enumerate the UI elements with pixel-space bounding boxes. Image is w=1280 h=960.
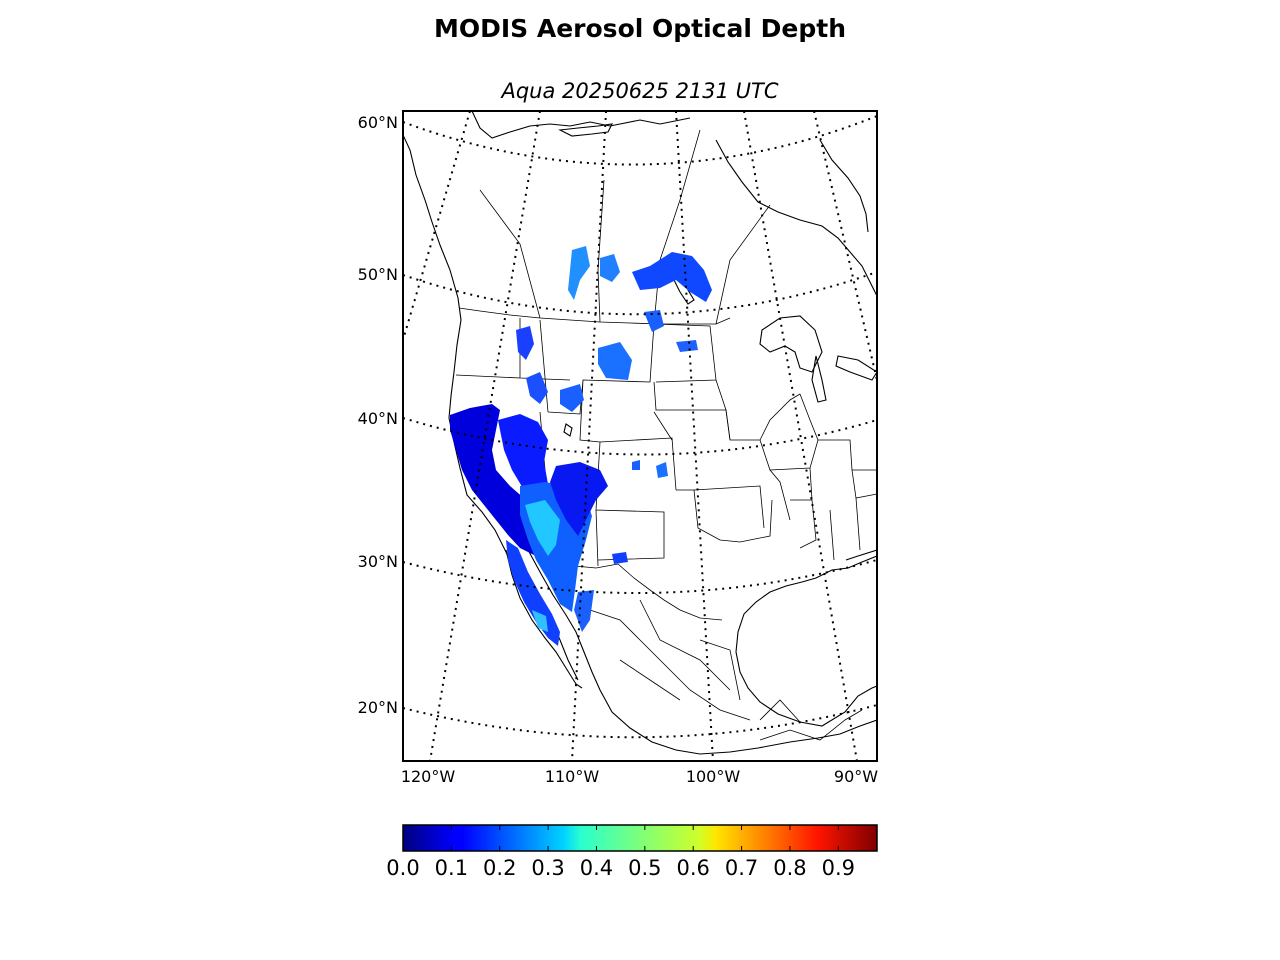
- lake-michigan: [811, 355, 827, 403]
- aod-arizona-light: [525, 500, 560, 556]
- gulf-of-california-coast: [526, 547, 877, 755]
- lat-label-40n: 40°N: [357, 409, 398, 428]
- gulf-of-mexico-coast: [735, 555, 877, 727]
- aod-north-dakota: [676, 340, 698, 352]
- colorbar: [402, 824, 878, 852]
- aod-northern-rockies: [516, 326, 534, 360]
- baja-peninsula-coast: [505, 549, 583, 689]
- political-borders: [455, 129, 877, 741]
- lon-label-100w: 100°W: [685, 767, 741, 786]
- colorbar-tick-label: 0.7: [724, 856, 759, 880]
- hudson-bay-east: [819, 139, 869, 233]
- aod-kansas: [632, 460, 640, 470]
- aod-chihuahua: [574, 590, 594, 632]
- meridian-80w: [813, 111, 877, 381]
- lat-label-20n: 20°N: [357, 698, 398, 717]
- great-slave-lake: [558, 123, 613, 137]
- great-lakes: [759, 315, 823, 373]
- aod-sinaloa: [532, 610, 548, 632]
- colorbar-tick-label: 0.9: [821, 856, 855, 880]
- parallel-50n: [403, 271, 877, 316]
- aod-wyoming: [560, 384, 584, 412]
- graticule: [403, 111, 877, 761]
- parallel-30n: [403, 559, 877, 594]
- great-salt-lake: [563, 423, 573, 437]
- lon-label-90w: 90°W: [833, 767, 879, 786]
- aod-texas: [656, 462, 668, 478]
- lake-erie: [835, 355, 877, 381]
- aod-minnesota: [644, 310, 664, 332]
- aod-south-dakota: [598, 342, 632, 380]
- florida-coast: [845, 549, 877, 561]
- chart-subtitle: Aqua 20250625 2131 UTC: [501, 79, 779, 103]
- chart-title: MODIS Aerosol Optical Depth: [433, 14, 846, 43]
- map-content: [403, 111, 877, 761]
- hudson-bay-coast: [715, 139, 877, 297]
- central-america-borders: [759, 709, 863, 741]
- parallel-40n: [403, 417, 877, 456]
- parallel-20n: [403, 704, 877, 739]
- mexico-state-borders: [589, 599, 801, 723]
- colorbar-tick-label: 0.8: [773, 856, 807, 880]
- lon-label-120w: 120°W: [400, 767, 456, 786]
- aod-baja-california: [506, 540, 560, 646]
- colorbar-tick-label: 0.4: [579, 856, 614, 880]
- meridian-100w: [675, 111, 714, 761]
- lat-label-30n: 30°N: [357, 552, 398, 571]
- aod-idaho: [526, 372, 548, 404]
- state-borders-central: [653, 323, 877, 561]
- colorbar-tick-label: 0.1: [434, 856, 469, 880]
- map-frame: [402, 110, 878, 762]
- meridian-120w: [429, 111, 541, 761]
- arctic-coast: [471, 111, 691, 139]
- aod-saskatchewan: [600, 254, 620, 282]
- colorbar-tick-label: 0.0: [386, 856, 420, 880]
- aod-alberta: [568, 246, 590, 300]
- province-borders: [479, 129, 771, 325]
- aod-new-mexico: [612, 552, 628, 564]
- parallel-60n: [403, 115, 877, 166]
- colorbar-tick-label: 0.3: [531, 856, 565, 880]
- lon-label-110w: 110°W: [544, 767, 600, 786]
- colorbar-tick-label: 0.6: [676, 856, 710, 880]
- lat-label-60n: 60°N: [357, 113, 398, 132]
- meridian-130w: [403, 111, 471, 341]
- colorbar-tick-label: 0.5: [628, 856, 662, 880]
- meridian-90w: [743, 111, 858, 761]
- aod-manitoba-ontario: [632, 252, 712, 302]
- colorbar-ticks: [402, 825, 839, 851]
- aod-retrievals: [450, 246, 712, 646]
- coastlines: [403, 111, 877, 755]
- aod-utah-colorado: [550, 462, 608, 536]
- colorbar-tick-label: 0.2: [483, 856, 517, 880]
- aod-great-basin: [498, 414, 548, 498]
- lat-label-50n: 50°N: [357, 265, 398, 284]
